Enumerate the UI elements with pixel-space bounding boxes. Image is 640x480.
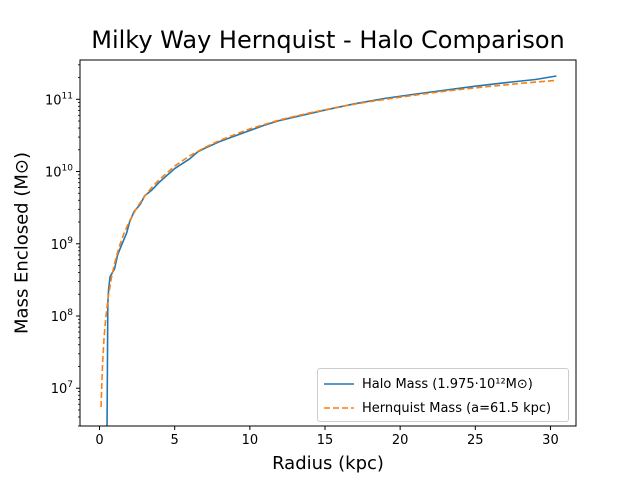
y-tick-label: 107 — [51, 380, 73, 397]
legend-label-halo: Halo Mass (1.975·10¹²M⊙) — [362, 376, 533, 392]
axes-frame — [79, 59, 577, 427]
legend-entry-halo: Halo Mass (1.975·10¹²M⊙) — [324, 373, 533, 395]
legend-entry-hernquist: Hernquist Mass (a=61.5 kpc) — [324, 397, 551, 419]
y-ticks: 107 108 109 1010 1011 — [45, 64, 80, 427]
x-tick-label: 30 — [542, 433, 559, 448]
chart-title: Milky Way Hernquist - Halo Comparison — [91, 26, 565, 54]
x-tick-label: 5 — [171, 433, 179, 448]
x-ticks: 0 5 10 15 20 25 30 — [95, 426, 559, 448]
legend-label-hernquist: Hernquist Mass (a=61.5 kpc) — [362, 400, 552, 416]
series-line-1 — [100, 79, 557, 408]
x-tick-label: 0 — [95, 433, 103, 448]
y-tick-label: 1011 — [45, 91, 73, 108]
legend: Halo Mass (1.975·10¹²M⊙) Hernquist Mass … — [317, 368, 569, 422]
x-axis-label: Radius (kpc) — [272, 453, 384, 474]
y-tick-label: 1010 — [45, 164, 73, 181]
x-tick-label: 25 — [467, 433, 484, 448]
series-line-0 — [106, 75, 557, 426]
series-layer — [100, 75, 557, 426]
x-tick-label: 20 — [392, 433, 409, 448]
y-tick-label: 108 — [51, 308, 74, 325]
y-tick-label: 109 — [51, 236, 74, 253]
x-tick-label: 15 — [317, 433, 334, 448]
y-axis-label: Mass Enclosed (M⊙) — [11, 152, 33, 334]
x-tick-label: 10 — [242, 433, 259, 448]
legend-swatch-halo — [324, 383, 354, 385]
legend-swatch-hernquist — [324, 407, 354, 409]
